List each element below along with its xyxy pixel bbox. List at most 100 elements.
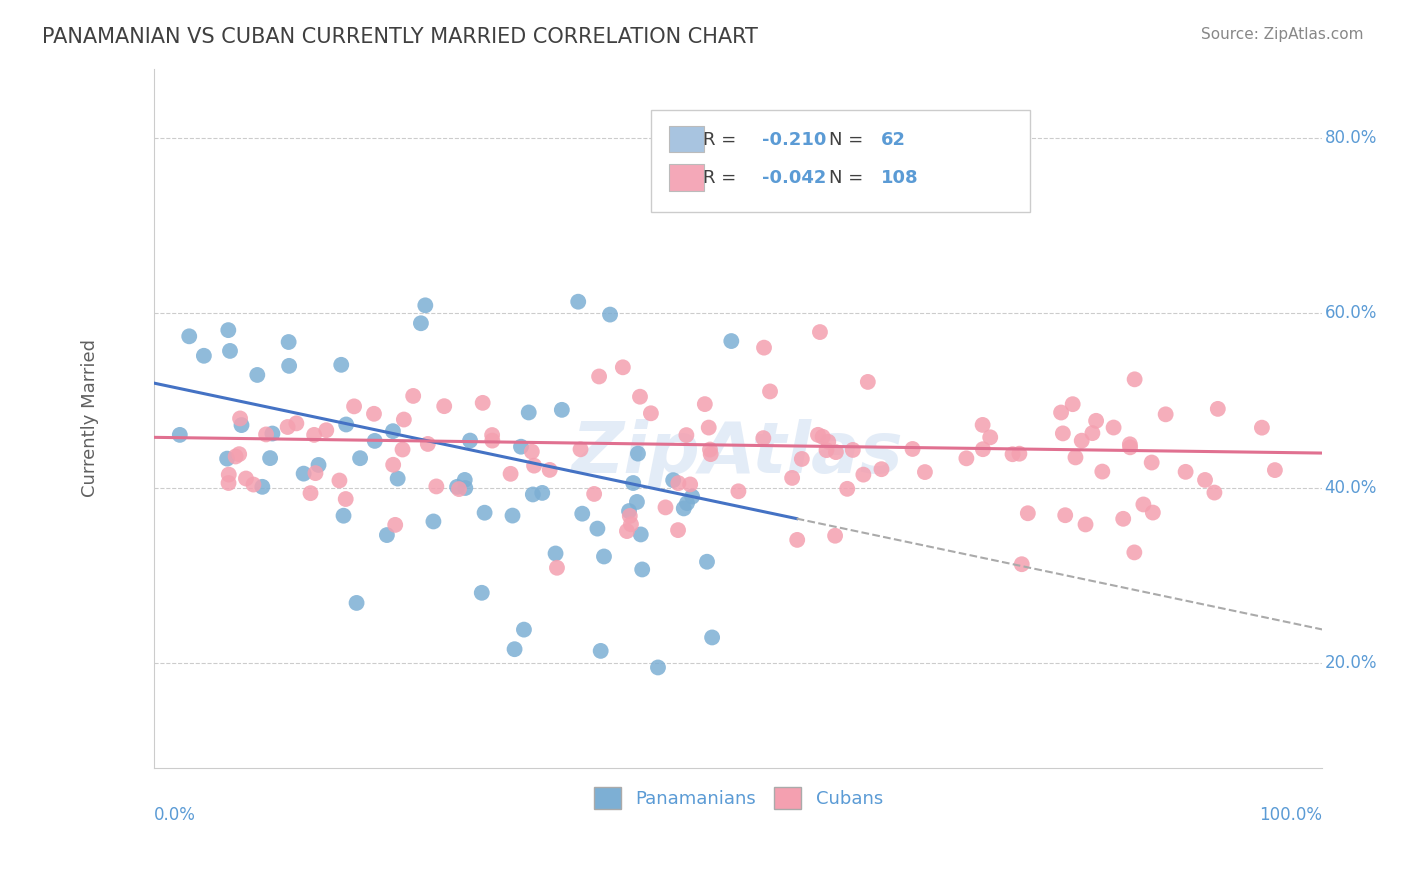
Point — [277, 420, 299, 434]
Point — [231, 418, 253, 433]
Point — [217, 323, 239, 337]
Point — [413, 298, 436, 312]
Point — [346, 596, 368, 610]
Point — [218, 467, 240, 482]
Text: ZipAtlas: ZipAtlas — [572, 418, 904, 488]
Point — [627, 447, 650, 461]
Text: 62: 62 — [880, 131, 905, 149]
Point — [332, 508, 354, 523]
Point — [517, 405, 540, 419]
Point — [523, 458, 546, 473]
Point — [409, 316, 432, 330]
FancyBboxPatch shape — [651, 111, 1031, 212]
Point — [780, 471, 803, 485]
Point — [675, 428, 697, 442]
Point — [302, 428, 325, 442]
Point — [278, 359, 301, 373]
Point — [335, 491, 357, 506]
Point — [699, 442, 721, 457]
Point — [335, 417, 357, 432]
Point — [363, 407, 385, 421]
Point — [752, 341, 775, 355]
Point — [693, 397, 716, 411]
Point — [852, 467, 875, 482]
Point — [454, 473, 477, 487]
Point — [972, 442, 994, 457]
Point — [815, 443, 838, 458]
Point — [979, 430, 1001, 444]
Point — [252, 480, 274, 494]
Legend: Panamanians, Cubans: Panamanians, Cubans — [585, 778, 891, 818]
Point — [1008, 447, 1031, 461]
Point — [308, 458, 330, 472]
Point — [513, 623, 536, 637]
Point — [454, 481, 477, 495]
Text: -0.042: -0.042 — [762, 169, 825, 187]
Point — [807, 427, 830, 442]
Point — [1264, 463, 1286, 477]
Point — [229, 411, 252, 425]
Point — [825, 445, 848, 459]
Point — [425, 479, 447, 493]
Point — [446, 480, 468, 494]
Point — [1102, 420, 1125, 434]
Point — [628, 390, 651, 404]
Point — [662, 473, 685, 487]
Point — [471, 396, 494, 410]
Text: Source: ZipAtlas.com: Source: ZipAtlas.com — [1201, 27, 1364, 42]
Point — [1119, 440, 1142, 454]
Point — [551, 402, 574, 417]
Point — [1011, 558, 1033, 572]
Point — [1206, 401, 1229, 416]
Point — [381, 424, 404, 438]
Point — [654, 500, 676, 515]
Point — [914, 465, 936, 479]
Point — [228, 447, 250, 461]
Point — [169, 428, 191, 442]
Point — [972, 417, 994, 432]
Point — [752, 431, 775, 445]
Point — [870, 462, 893, 476]
Point — [193, 349, 215, 363]
Point — [621, 476, 644, 491]
Point — [531, 486, 554, 500]
Point — [640, 406, 662, 420]
Point — [1085, 414, 1108, 428]
Point — [681, 490, 703, 504]
Point — [474, 506, 496, 520]
Point — [538, 463, 561, 477]
Point — [544, 547, 567, 561]
Point — [402, 389, 425, 403]
Point — [696, 555, 718, 569]
Point — [1140, 456, 1163, 470]
Point — [790, 452, 813, 467]
Point — [382, 458, 405, 472]
Point — [285, 417, 308, 431]
Point — [617, 504, 640, 518]
Point — [824, 529, 846, 543]
Point — [1251, 420, 1274, 434]
Point — [699, 447, 721, 461]
Point — [697, 420, 720, 434]
Point — [1001, 447, 1024, 461]
Point — [786, 533, 808, 547]
Point — [262, 426, 284, 441]
Point — [499, 467, 522, 481]
Point — [1174, 465, 1197, 479]
Point — [1070, 434, 1092, 448]
Text: N =: N = — [830, 131, 869, 149]
Point — [481, 434, 503, 448]
Point — [1052, 426, 1074, 441]
Text: Currently Married: Currently Married — [82, 339, 98, 497]
Point — [1112, 512, 1135, 526]
Point — [433, 399, 456, 413]
Point — [647, 660, 669, 674]
Point — [304, 466, 326, 480]
Point — [1017, 506, 1039, 520]
Point — [612, 360, 634, 375]
Point — [808, 325, 831, 339]
Text: 40.0%: 40.0% — [1324, 479, 1376, 497]
Point — [1204, 485, 1226, 500]
Point — [720, 334, 742, 348]
Text: 0.0%: 0.0% — [155, 806, 195, 824]
